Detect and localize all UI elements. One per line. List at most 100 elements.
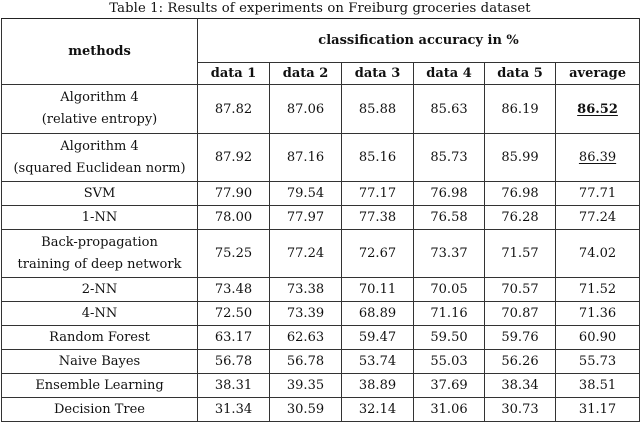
table-body: Algorithm 4 (relative entropy) 87.82 87.06 8… <box>1 84 640 422</box>
accuracy-cell-data-2: 73.38 <box>269 277 342 302</box>
method-label-line: SVM <box>83 185 116 201</box>
accuracy-cell-data-3: 59.47 <box>341 325 414 350</box>
method-label-line: Back-propagation <box>41 234 158 250</box>
accuracy-cell-data-5: 71.57 <box>484 229 556 278</box>
average-value: 74.02 <box>578 246 617 261</box>
accuracy-cell-data-2: 39.35 <box>269 373 342 398</box>
accuracy-cell-data-3: 72.67 <box>341 229 414 278</box>
accuracy-cell-data-4: 70.05 <box>413 277 485 302</box>
accuracy-cell-data-2: 87.16 <box>269 133 342 182</box>
method-label-line: (squared Euclidean norm) <box>13 160 186 176</box>
average-value: 55.73 <box>578 354 617 369</box>
accuracy-cell-data-5: 70.57 <box>484 277 556 302</box>
accuracy-cell-data-4: 73.37 <box>413 229 485 278</box>
average-cell: 86.39 <box>554 133 640 182</box>
average-value: 86.52 <box>577 101 618 117</box>
accuracy-cell-data-4: 85.63 <box>413 84 485 134</box>
average-cell: 38.51 <box>554 373 640 398</box>
average-cell: 71.52 <box>554 277 640 302</box>
average-value: 31.17 <box>578 402 617 417</box>
average-cell: 77.24 <box>554 205 640 230</box>
average-value: 71.36 <box>578 306 617 321</box>
header-row-1: methods classification accuracy in % <box>1 18 640 85</box>
results-table: methods classification accuracy in % dat… <box>1 18 640 422</box>
accuracy-cell-data-4: 59.50 <box>413 325 485 350</box>
table-row: Ensemble Learning 38.31 39.35 38.89 37.69 38.… <box>1 373 640 398</box>
accuracy-cell-data-1: 72.50 <box>197 301 270 326</box>
column-header-data-3: data 3 <box>341 62 414 85</box>
accuracy-cell-data-2: 79.54 <box>269 181 342 206</box>
average-cell: 86.52 <box>554 84 640 134</box>
accuracy-cell-data-1: 78.00 <box>197 205 270 230</box>
average-value: 71.52 <box>578 282 617 297</box>
column-header-data-4: data 4 <box>413 62 485 85</box>
method-label-line: Ensemble Learning <box>35 377 164 393</box>
method-label-line: 2-NN <box>81 281 118 297</box>
accuracy-cell-data-3: 38.89 <box>341 373 414 398</box>
average-cell: 55.73 <box>554 349 640 374</box>
accuracy-group-header: classification accuracy in % <box>196 18 640 63</box>
column-header-data-5: data 5 <box>484 62 556 85</box>
average-cell: 60.90 <box>554 325 640 350</box>
method-cell: 2-NN <box>1 277 198 302</box>
method-cell: Algorithm 4 (relative entropy) <box>1 84 198 134</box>
table-row: 2-NN 73.48 73.38 70.11 70.05 70.57 71.52 <box>1 277 640 302</box>
method-label-line: training of deep network <box>17 256 182 272</box>
method-label-line: Naive Bayes <box>58 353 141 369</box>
average-cell: 31.17 <box>554 397 640 422</box>
accuracy-cell-data-5: 76.28 <box>484 205 556 230</box>
accuracy-cell-data-4: 85.73 <box>413 133 485 182</box>
accuracy-cell-data-1: 87.82 <box>197 84 270 134</box>
accuracy-cell-data-2: 73.39 <box>269 301 342 326</box>
accuracy-cell-data-2: 30.59 <box>269 397 342 422</box>
average-value: 77.71 <box>578 186 617 201</box>
methods-header: methods <box>1 18 198 85</box>
method-cell: 4-NN <box>1 301 198 326</box>
accuracy-cell-data-3: 85.16 <box>341 133 414 182</box>
average-cell: 77.71 <box>554 181 640 206</box>
accuracy-cell-data-1: 75.25 <box>197 229 270 278</box>
method-cell: Naive Bayes <box>1 349 198 374</box>
accuracy-cell-data-2: 56.78 <box>269 349 342 374</box>
accuracy-cell-data-2: 62.63 <box>269 325 342 350</box>
accuracy-cell-data-5: 76.98 <box>484 181 556 206</box>
accuracy-cell-data-5: 38.34 <box>484 373 556 398</box>
accuracy-cell-data-5: 86.19 <box>484 84 556 134</box>
average-value: 38.51 <box>578 378 617 393</box>
average-cell: 74.02 <box>554 229 640 278</box>
average-value: 86.39 <box>578 150 617 165</box>
accuracy-cell-data-4: 76.58 <box>413 205 485 230</box>
method-label-line: Random Forest <box>49 329 150 345</box>
table-row: Algorithm 4 (squared Euclidean norm) 87.92… <box>1 133 640 182</box>
accuracy-cell-data-1: 87.92 <box>197 133 270 182</box>
table-row: Naive Bayes 56.78 56.78 53.74 55.03 56.26 55.7… <box>1 349 640 374</box>
accuracy-cell-data-1: 38.31 <box>197 373 270 398</box>
accuracy-cell-data-2: 87.06 <box>269 84 342 134</box>
accuracy-cell-data-5: 59.76 <box>484 325 556 350</box>
method-label-line: Algorithm 4 <box>60 138 139 154</box>
table-row: Back-propagation training of deep network… <box>1 229 640 278</box>
method-cell: SVM <box>1 181 198 206</box>
accuracy-cell-data-5: 56.26 <box>484 349 556 374</box>
accuracy-cell-data-4: 55.03 <box>413 349 485 374</box>
column-header-average: average <box>554 62 640 85</box>
method-label-line: (relative entropy) <box>41 112 158 127</box>
method-label-line: Algorithm 4 <box>60 90 139 105</box>
table-row: SVM 77.90 79.54 77.17 76.98 76.98 77.71 <box>1 181 640 206</box>
accuracy-cell-data-3: 53.74 <box>341 349 414 374</box>
accuracy-cell-data-3: 77.17 <box>341 181 414 206</box>
method-cell: Algorithm 4 (squared Euclidean norm) <box>1 133 198 182</box>
accuracy-cell-data-1: 31.34 <box>197 397 270 422</box>
column-header-data-1: data 1 <box>197 62 270 85</box>
accuracy-cell-data-5: 30.73 <box>484 397 556 422</box>
table-row: 4-NN 72.50 73.39 68.89 71.16 70.87 71.36 <box>1 301 640 326</box>
method-cell: Ensemble Learning <box>1 373 198 398</box>
accuracy-cell-data-1: 73.48 <box>197 277 270 302</box>
method-cell: Random Forest <box>1 325 198 350</box>
method-label-line: 1-NN <box>81 209 118 225</box>
table-row: Decision Tree 31.34 30.59 32.14 31.06 30.73 31… <box>1 397 640 422</box>
table-caption: Table 1: Results of experiments on Freib… <box>109 1 531 16</box>
table-row: 1-NN 78.00 77.97 77.38 76.58 76.28 77.24 <box>1 205 640 230</box>
accuracy-cell-data-1: 63.17 <box>197 325 270 350</box>
average-value: 60.90 <box>578 330 617 345</box>
